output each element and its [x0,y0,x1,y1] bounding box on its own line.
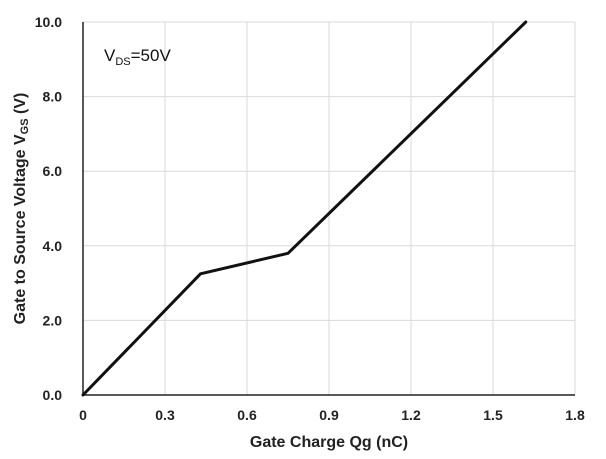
y-axis-title-suffix: (V) [12,93,29,119]
y-tick-label: 0.0 [43,387,63,403]
vgs-vs-qg-line-0 [81,20,528,397]
y-axis-title-prefix: Gate to Source Voltage V [12,134,29,324]
y-axis-title-sub: GS [19,118,31,134]
x-tick-label: 0.3 [155,407,175,423]
axes [82,22,575,396]
x-tick-label: 0.6 [237,407,257,423]
vds-annotation-sub: DS [115,56,130,68]
y-axis-title: Gate to Source Voltage VGS (V) [12,93,31,325]
vds-annotation-main: V [104,46,116,65]
y-tick-label: 4.0 [43,238,63,254]
tick-labels: 0 0.3 0.6 0.9 1.2 1.5 1.8 0.0 2.0 4.0 6.0 8.0 10.0 [35,14,585,423]
x-tick-label: 0 [79,407,87,423]
series-layer [81,20,528,397]
x-tick-label: 1.5 [483,407,503,423]
x-tick-label: 1.2 [401,407,421,423]
y-tick-label: 8.0 [43,89,63,105]
grid-lines [83,21,576,395]
y-tick-label: 2.0 [43,312,63,328]
y-tick-label: 6.0 [43,163,63,179]
vds-annotation-rest: =50V [131,46,172,65]
vds-annotation: VDS=50V [104,46,171,68]
x-axis-title: Gate Charge Qg (nC) [250,434,408,451]
y-tick-label: 10.0 [35,14,62,30]
x-tick-label: 0.9 [319,407,339,423]
x-tick-label: 1.8 [565,407,585,423]
